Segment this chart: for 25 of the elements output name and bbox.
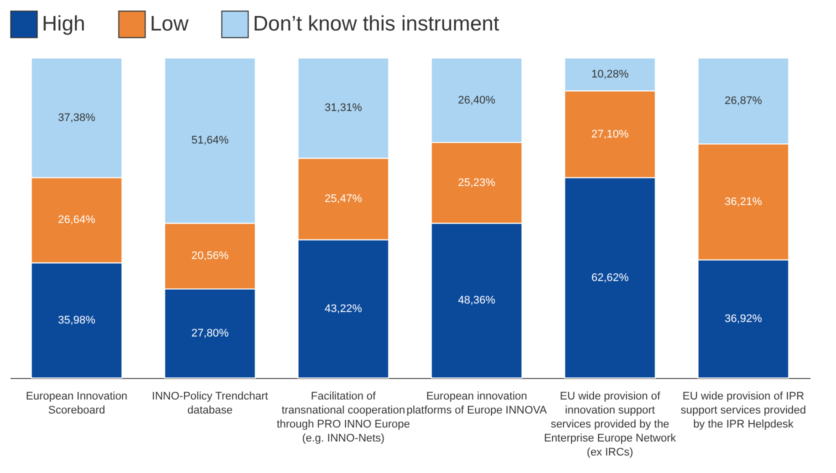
legend-label: Low <box>150 12 190 36</box>
x-tick-label: European innovation platforms of Europe INNOVA <box>406 390 548 416</box>
data-label: 27,80% <box>191 328 229 340</box>
data-label: 27,10% <box>591 128 629 140</box>
data-label: 26,87% <box>724 94 762 107</box>
data-label: 26,40% <box>458 94 496 106</box>
data-label: 48,36% <box>458 294 496 307</box>
data-label: 62,62% <box>591 272 629 284</box>
data-label: 10,28% <box>591 68 629 80</box>
data-label: 25,23% <box>458 176 496 189</box>
data-label: 36,21% <box>724 196 762 208</box>
x-tick-label: EU wide provision of IPR support services provided by the IPR Helpdesk <box>680 390 806 430</box>
x-tick-label: INNO-Policy Trendchart database <box>152 390 268 416</box>
legend-label: Don’t know this instrument <box>253 12 500 36</box>
data-label: 37,38% <box>58 112 96 124</box>
x-tick-label: European Innovation Scoreboard <box>26 390 128 416</box>
data-label: 20,56% <box>191 250 229 262</box>
data-label: 36,92% <box>724 312 762 325</box>
data-label: 25,47% <box>324 192 362 205</box>
data-label: 26,64% <box>58 214 96 226</box>
data-label: 35,98% <box>58 314 96 326</box>
data-label: 51,64% <box>191 134 229 147</box>
data-label: 31,31% <box>324 102 362 114</box>
legend-label: High <box>42 12 86 36</box>
data-label: 43,22% <box>324 302 362 315</box>
